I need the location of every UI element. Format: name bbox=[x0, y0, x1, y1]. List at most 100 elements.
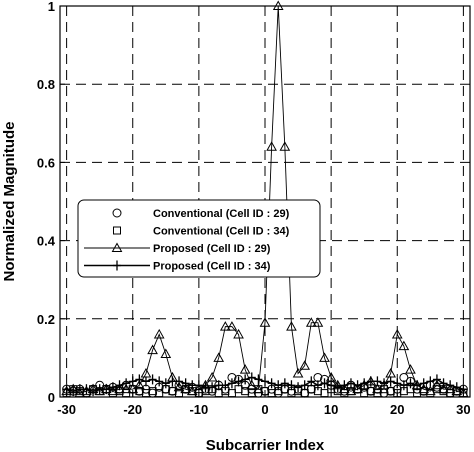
legend-label: Proposed (Cell ID : 34) bbox=[153, 261, 271, 273]
y-tick-label: 0.2 bbox=[37, 312, 55, 327]
data-point bbox=[89, 386, 98, 397]
y-tick-label: 0 bbox=[48, 390, 55, 405]
data-point bbox=[161, 378, 170, 389]
data-point bbox=[180, 383, 192, 394]
axis-ticks: -30 -20 -10 0 10 20 30 0 0.2 0.4 0.6 0.8 1 bbox=[37, 0, 471, 417]
data-point bbox=[320, 378, 329, 389]
data-point bbox=[439, 378, 448, 389]
data-point bbox=[286, 321, 297, 331]
legend-label: Conventional (Cell ID : 34) bbox=[153, 226, 290, 238]
data-point bbox=[386, 376, 395, 387]
data-point bbox=[247, 372, 256, 383]
data-point bbox=[431, 379, 443, 390]
x-axis-label: Subcarrier Index bbox=[206, 437, 325, 452]
legend-item: Conventional (Cell ID : 34) bbox=[113, 226, 290, 238]
data-point bbox=[233, 328, 244, 339]
data-point bbox=[405, 364, 416, 374]
legend-items: Conventional (Cell ID : 29) Conventional … bbox=[84, 208, 290, 273]
data-point bbox=[173, 381, 185, 392]
data-point bbox=[333, 382, 342, 393]
data-point bbox=[327, 380, 336, 391]
data-point bbox=[135, 374, 144, 385]
data-point bbox=[312, 317, 324, 327]
data-point bbox=[108, 382, 117, 393]
y-axis-label: Normalized Magnitude bbox=[1, 121, 18, 281]
data-point bbox=[206, 371, 218, 382]
data-point bbox=[319, 352, 330, 362]
series-layer bbox=[61, 0, 469, 398]
data-point bbox=[69, 386, 78, 397]
legend-item: Proposed (Cell ID : 34) bbox=[84, 260, 271, 273]
data-point bbox=[360, 378, 369, 389]
data-point bbox=[393, 378, 402, 389]
legend-marker bbox=[113, 226, 121, 235]
data-point bbox=[320, 389, 329, 398]
data-point bbox=[107, 385, 119, 396]
data-point bbox=[313, 380, 322, 391]
data-point bbox=[292, 368, 304, 378]
data-point bbox=[307, 376, 316, 387]
data-point bbox=[300, 380, 309, 391]
data-point bbox=[221, 380, 230, 391]
data-point bbox=[340, 380, 349, 391]
y-tick-label: 0.8 bbox=[37, 77, 55, 92]
data-point bbox=[446, 380, 455, 391]
data-point bbox=[181, 378, 190, 389]
data-point bbox=[287, 380, 296, 391]
data-point bbox=[148, 374, 157, 385]
data-point bbox=[259, 317, 271, 327]
data-point bbox=[432, 374, 441, 385]
data-point bbox=[346, 378, 355, 389]
data-point bbox=[398, 340, 410, 351]
data-point bbox=[424, 385, 436, 396]
data-point bbox=[194, 380, 203, 391]
data-point bbox=[82, 384, 91, 395]
data-point bbox=[141, 376, 150, 387]
data-point bbox=[451, 385, 463, 396]
data-point bbox=[226, 321, 238, 331]
legend-item: Proposed (Cell ID : 29) bbox=[84, 242, 271, 255]
data-point bbox=[373, 376, 382, 387]
data-point bbox=[115, 380, 124, 391]
data-point bbox=[213, 352, 225, 362]
data-point bbox=[239, 364, 251, 374]
legend-marker bbox=[111, 242, 123, 252]
data-point bbox=[406, 378, 415, 389]
data-point bbox=[253, 383, 264, 394]
data-point bbox=[153, 328, 165, 339]
data-point bbox=[261, 376, 269, 387]
data-point bbox=[208, 382, 217, 393]
data-point bbox=[147, 344, 158, 355]
data-point bbox=[254, 374, 263, 385]
data-point bbox=[452, 382, 461, 393]
data-point bbox=[241, 374, 250, 385]
data-point bbox=[413, 380, 422, 391]
x-tick-label: -30 bbox=[57, 402, 76, 417]
data-point bbox=[81, 385, 92, 396]
data-point bbox=[438, 383, 449, 394]
data-point bbox=[274, 380, 283, 391]
legend-marker bbox=[112, 208, 122, 218]
x-tick-label: -10 bbox=[189, 402, 208, 417]
series-triangle bbox=[61, 0, 469, 398]
data-point bbox=[305, 317, 317, 327]
data-point bbox=[391, 328, 403, 339]
data-point bbox=[227, 378, 236, 389]
data-point bbox=[219, 321, 231, 331]
data-point bbox=[378, 379, 390, 390]
data-point bbox=[418, 383, 430, 394]
legend-item: Conventional (Cell ID : 29) bbox=[112, 208, 290, 220]
data-point bbox=[267, 378, 276, 389]
data-point bbox=[246, 379, 258, 390]
y-tick-label: 0.6 bbox=[37, 155, 55, 170]
data-point bbox=[345, 385, 357, 396]
legend-marker bbox=[113, 260, 121, 271]
data-point bbox=[426, 376, 435, 387]
data-point bbox=[114, 383, 125, 394]
data-point bbox=[266, 141, 277, 151]
legend: Conventional (Cell ID : 29) Conventional … bbox=[77, 199, 321, 278]
data-point bbox=[122, 378, 131, 389]
data-point bbox=[280, 378, 289, 389]
data-point bbox=[444, 383, 456, 394]
